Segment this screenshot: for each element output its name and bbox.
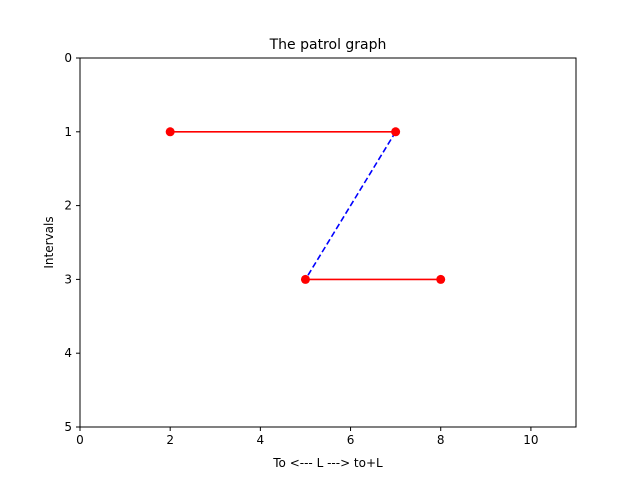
y-tick-label: 0 xyxy=(64,51,72,65)
x-tick-label: 8 xyxy=(437,433,445,447)
x-tick-label: 4 xyxy=(257,433,265,447)
point-marker-0-0 xyxy=(165,127,175,137)
y-tick-label: 5 xyxy=(64,420,72,434)
axes-frame xyxy=(79,57,577,428)
x-tick-label: 10 xyxy=(523,433,538,447)
point-marker-0-1 xyxy=(391,127,401,137)
y-tick-label: 2 xyxy=(64,199,72,213)
point-marker-2-1 xyxy=(436,274,446,284)
y-tick-label: 3 xyxy=(64,272,72,286)
segment-dashed-1 xyxy=(304,131,397,280)
point-marker-2-0 xyxy=(300,274,310,284)
x-tick-label: 0 xyxy=(76,433,84,447)
plot-area xyxy=(165,127,446,284)
y-tick-label: 4 xyxy=(64,346,72,360)
y-axis: 0 1 2 3 4 5 xyxy=(64,51,80,434)
x-tick-label: 6 xyxy=(347,433,355,447)
chart-title: The patrol graph xyxy=(269,37,387,53)
y-tick-label: 1 xyxy=(64,125,72,139)
x-tick-label: 2 xyxy=(166,433,174,447)
x-axis-label: To <--- L ---> to+L xyxy=(272,456,383,470)
x-axis: 0 2 4 6 8 10 xyxy=(76,427,539,447)
y-axis-label: Intervals xyxy=(42,216,56,268)
